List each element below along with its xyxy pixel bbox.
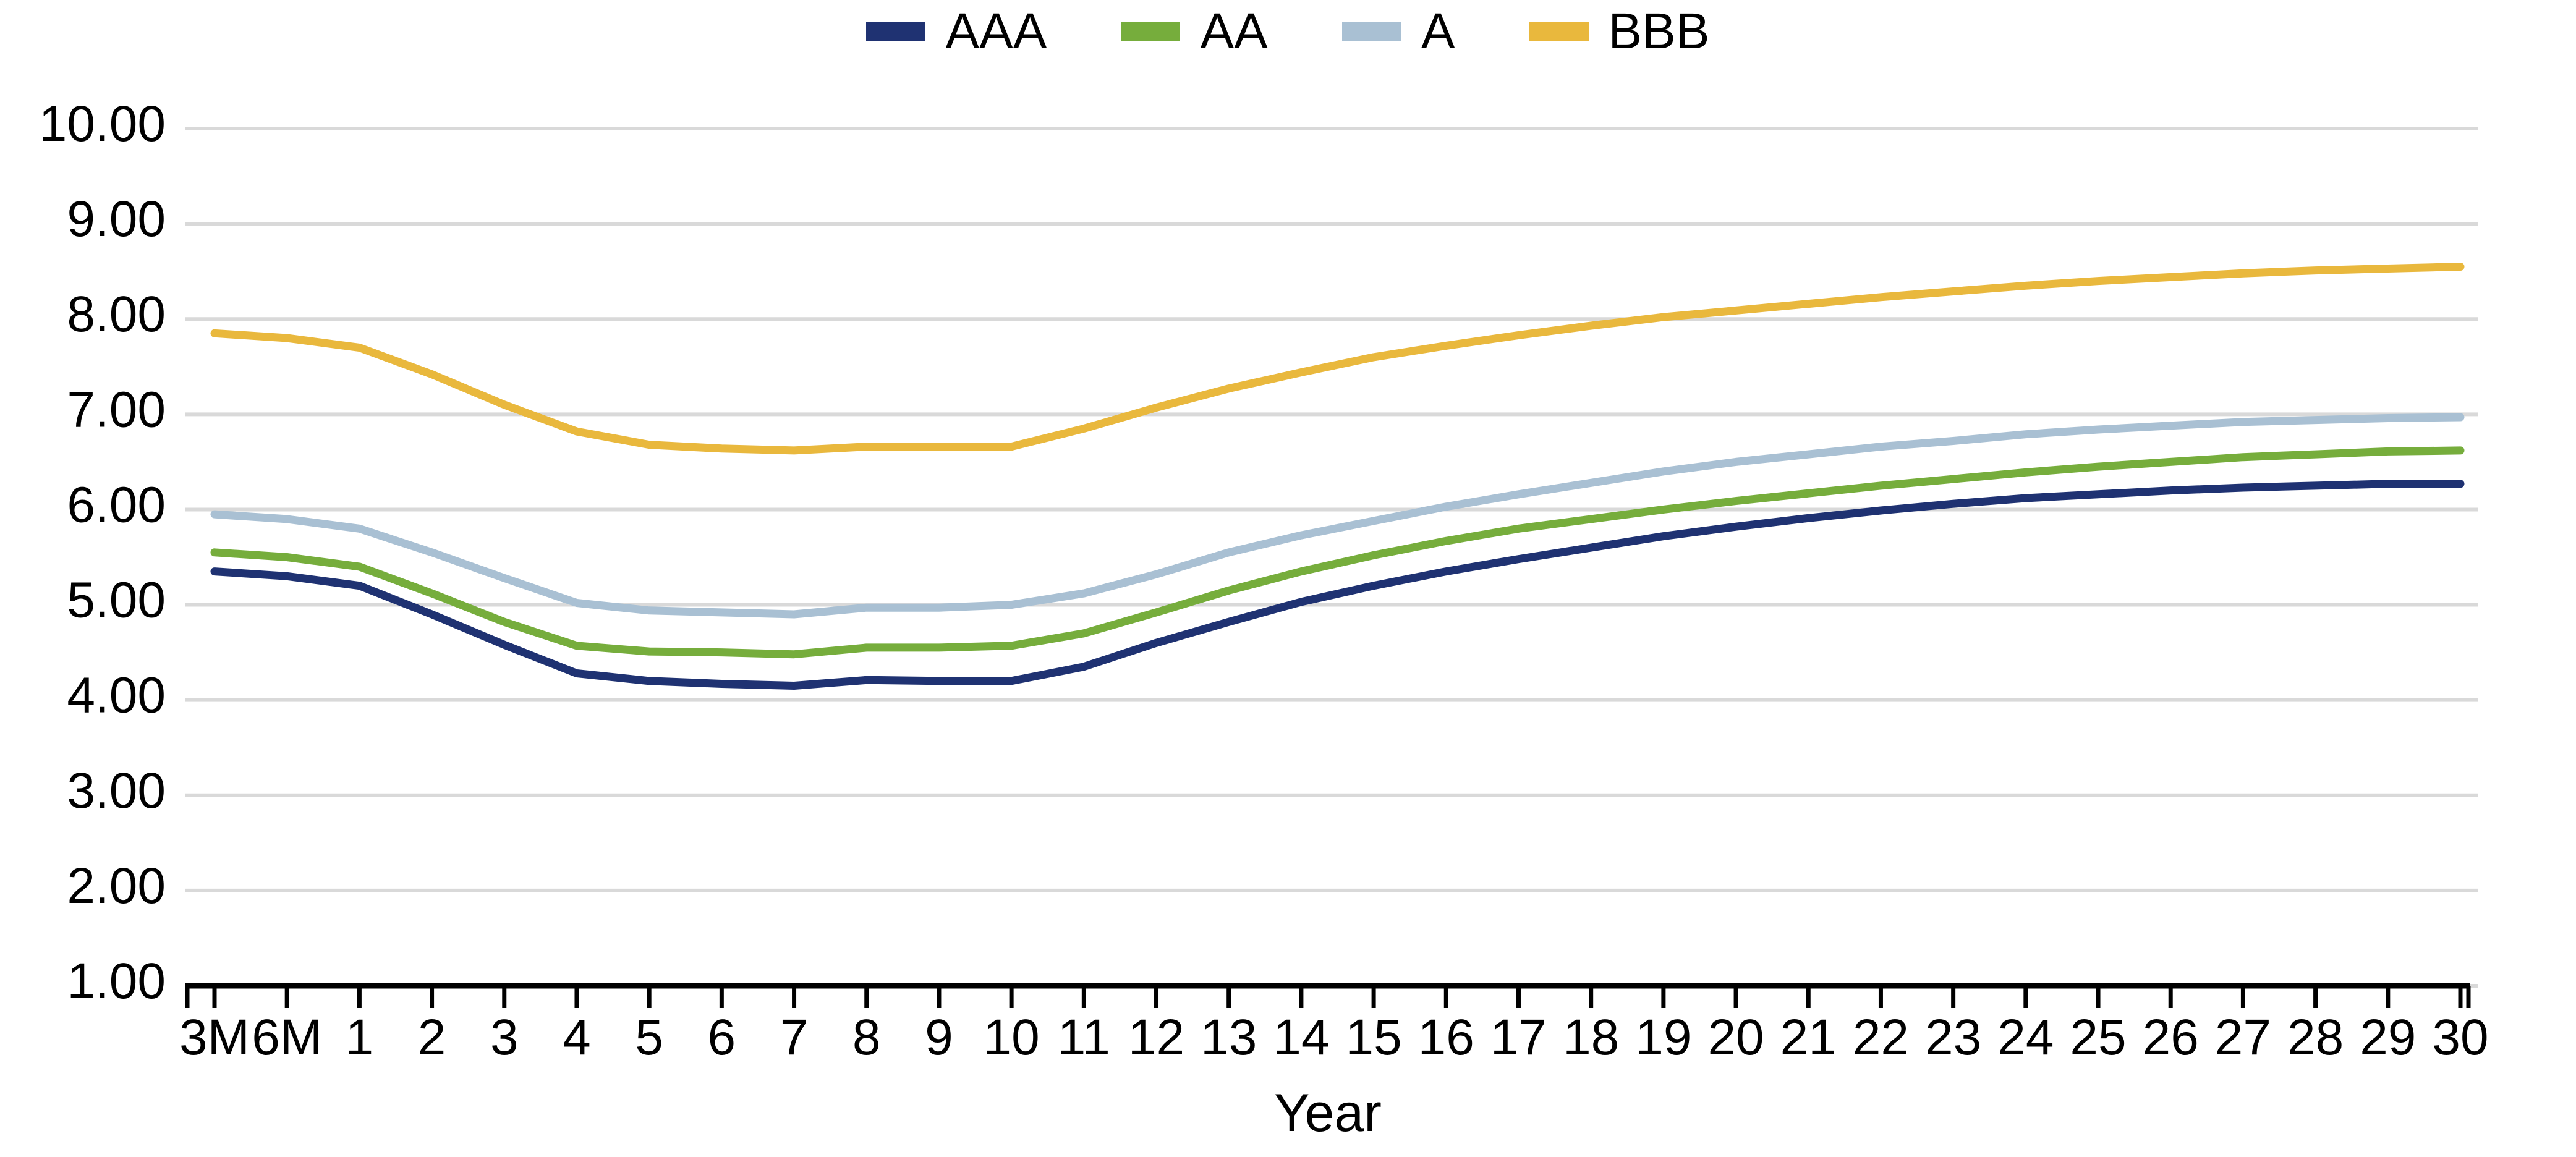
y-tick-label: 5.00	[67, 572, 166, 629]
x-tick-label: 22	[1853, 1009, 1909, 1066]
series-line-aa	[210, 446, 2465, 659]
x-tick-label: 10	[984, 1009, 1040, 1066]
legend-item-aa: AA	[1121, 3, 1268, 59]
legend-label: AA	[1200, 3, 1268, 59]
y-tick-label: 4.00	[67, 668, 166, 724]
x-tick-label: 23	[1925, 1009, 1981, 1066]
x-tick-label: 19	[1635, 1009, 1691, 1066]
x-tick-label: 12	[1128, 1009, 1184, 1066]
legend-item-a: A	[1341, 3, 1455, 59]
x-tick-label: 24	[1997, 1009, 2054, 1066]
x-tick-label: 28	[2287, 1009, 2344, 1066]
x-tick-label: 1	[346, 1009, 374, 1066]
x-tick-label: 3M	[179, 1009, 250, 1066]
x-tick-label: 26	[2143, 1009, 2199, 1066]
x-tick-label: 29	[2360, 1009, 2416, 1066]
x-tick-label: 5	[635, 1009, 663, 1066]
y-tick-label: 2.00	[67, 858, 166, 914]
x-tick-label: 20	[1707, 1009, 1764, 1066]
legend-item-bbb: BBB	[1529, 6, 1710, 57]
x-tick-label: 14	[1273, 1009, 1329, 1066]
x-tick-label: 18	[1563, 1009, 1619, 1066]
x-tick-label: 27	[2215, 1009, 2271, 1066]
x-tick-label: 7	[780, 1009, 809, 1066]
legend-swatch-aaa	[866, 22, 926, 41]
x-tick-label: 3	[490, 1009, 519, 1066]
x-tick-label: 30	[2432, 1009, 2488, 1066]
legend-item-aaa: AAA	[866, 6, 1047, 57]
y-tick-label: 6.00	[67, 477, 166, 533]
legend-label: BBB	[1608, 3, 1710, 59]
x-tick-label: 15	[1345, 1009, 1401, 1066]
series-line-aaa	[210, 480, 2465, 690]
chart-legend: AAA AA A BBB	[0, 6, 2576, 57]
y-tick-label: 3.00	[67, 763, 166, 819]
x-tick-label: 8	[852, 1009, 881, 1066]
x-tick-label: 11	[1058, 1009, 1110, 1066]
legend-swatch-bbb	[1529, 22, 1589, 41]
x-tick-label: 4	[563, 1009, 591, 1066]
legend-swatch-aa	[1121, 22, 1181, 41]
x-tick-label: 17	[1490, 1009, 1547, 1066]
y-tick-label: 1.00	[67, 953, 166, 1009]
series-line-bbb	[210, 263, 2465, 455]
series-line-a	[210, 413, 2465, 619]
x-tick-label: 2	[418, 1009, 446, 1066]
x-tick-label: 6M	[252, 1009, 322, 1066]
y-tick-label: 8.00	[67, 286, 166, 342]
x-tick-label: 16	[1418, 1009, 1474, 1066]
legend-label: A	[1421, 3, 1455, 59]
x-tick-label: 25	[2070, 1009, 2126, 1066]
y-tick-label: 7.00	[67, 381, 166, 438]
y-tick-label: 9.00	[67, 191, 166, 247]
x-axis-title: Year	[1274, 1083, 1382, 1143]
x-tick-label: 13	[1201, 1009, 1257, 1066]
x-tick-label: 21	[1780, 1009, 1837, 1066]
x-tick-label: 6	[708, 1009, 736, 1066]
y-tick-label: 10.00	[39, 96, 166, 152]
legend-swatch-a	[1341, 22, 1401, 41]
legend-label: AAA	[945, 3, 1047, 59]
x-tick-label: 9	[925, 1009, 953, 1066]
